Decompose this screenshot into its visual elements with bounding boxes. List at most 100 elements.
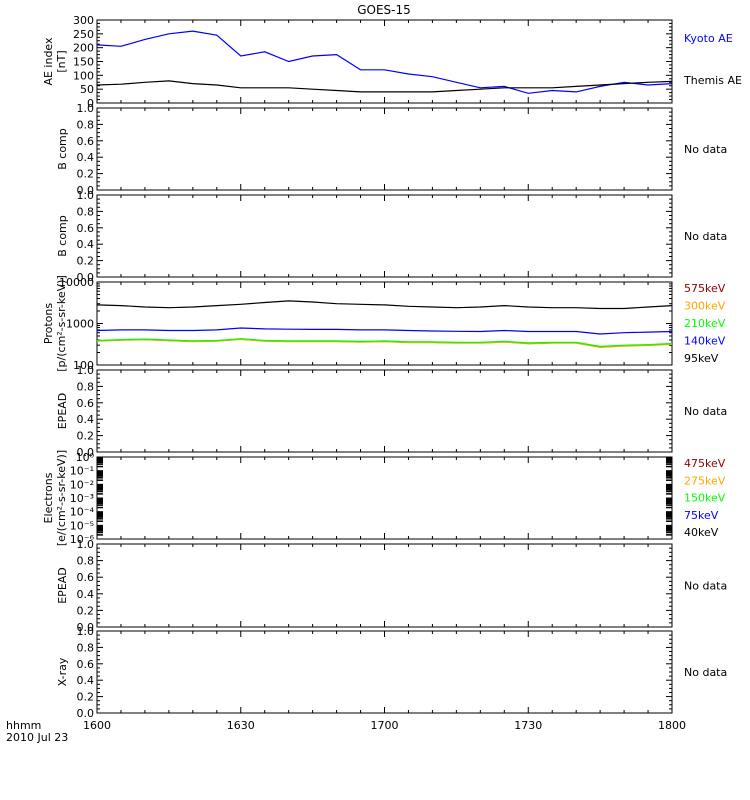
y-tick-label: 10000 <box>59 276 94 289</box>
y-tick-label: 100 <box>73 359 94 372</box>
y-tick-label: 0.8 <box>77 205 95 218</box>
panel-epead1: 0.0 0.2 0.4 0.6 0.8 1.0 EPEAD No data <box>56 364 727 459</box>
y-tick-label: 0.6 <box>77 397 95 410</box>
x-axis: 1600 1630 1700 1730 1800 <box>83 719 686 732</box>
y-tick-label: 0.0 <box>77 707 95 720</box>
y-axis-label: [p/(cm²-s-sr-keV)] <box>55 275 68 372</box>
y-tick-label: 0.4 <box>77 413 95 426</box>
y-tick-label: 0.6 <box>77 135 95 148</box>
y-axis-label: Electrons <box>42 472 55 523</box>
y-tick-label: 0.8 <box>77 641 95 654</box>
series-line-300kev <box>96 338 673 349</box>
y-tick-label: 0.0 <box>77 621 95 634</box>
no-data-label: No data <box>684 143 727 156</box>
y-tick-label: 100 <box>73 69 94 82</box>
panel-frame <box>96 281 673 366</box>
y-tick-label: 10⁻² <box>70 478 94 491</box>
y-tick-label: 1.0 <box>77 538 95 551</box>
x-tick-label: 1700 <box>371 719 399 732</box>
panel-frame <box>96 630 673 714</box>
legend-entry: Kyoto AE <box>684 32 733 45</box>
y-axis-label: [e/(cm²-s-sr-keV)] <box>55 450 68 546</box>
y-tick-label: 0.8 <box>77 555 95 568</box>
y-tick-label: 0.2 <box>77 168 95 181</box>
y-tick-label: 10⁻¹ <box>70 465 94 478</box>
series-line-themis-ae <box>96 80 673 93</box>
legend-entry: 75keV <box>684 509 719 522</box>
y-tick-label: 0.2 <box>77 430 95 443</box>
panel-bcomp2: 0.0 0.2 0.4 0.6 0.8 1.0 B comp No data <box>56 189 727 284</box>
legend-entry: 475keV <box>684 457 726 470</box>
y-axis-label: EPEAD <box>56 567 69 604</box>
series-line-95kev <box>96 300 673 310</box>
legend-entry: 275keV <box>684 474 726 487</box>
panel-xray: 0.0 0.2 0.4 0.6 0.8 1.0 X-ray No data <box>56 625 727 720</box>
y-tick-label: 200 <box>73 42 94 55</box>
y-tick-label: 0.2 <box>77 255 95 268</box>
series-line-210kev <box>96 338 673 348</box>
x-tick-label: 1800 <box>658 719 686 732</box>
series-line-140kev <box>96 327 673 335</box>
y-tick-label: 10⁻⁴ <box>70 506 95 519</box>
plot-title: GOES-15 <box>357 3 411 17</box>
series-line-kyoto-ae <box>96 30 673 94</box>
legend-entry: 150keV <box>684 492 726 505</box>
x-tick-label: 1630 <box>227 719 255 732</box>
y-axis-label: B comp <box>56 215 69 257</box>
x-axis-label-hhmm: hhmm <box>6 719 41 732</box>
y-tick-label: 0.6 <box>77 571 95 584</box>
x-tick-label: 1730 <box>514 719 542 732</box>
y-tick-label: 150 <box>73 56 94 69</box>
y-tick-label: 0.2 <box>77 604 95 617</box>
y-tick-label: 1.0 <box>77 364 95 377</box>
y-tick-label: 0.6 <box>77 658 95 671</box>
y-axis-label: AE index <box>42 37 55 86</box>
y-tick-label: 0.4 <box>77 151 95 164</box>
y-tick-label: 10⁻³ <box>70 492 94 505</box>
legend-entry: 300keV <box>684 300 726 313</box>
y-tick-label: 250 <box>73 28 94 41</box>
y-tick-label: 50 <box>80 83 94 96</box>
no-data-label: No data <box>684 666 727 679</box>
y-axis-label: B comp <box>56 128 69 170</box>
y-tick-label: 1000 <box>66 318 94 331</box>
no-data-label: No data <box>684 580 727 593</box>
y-tick-label: 10⁰ <box>76 451 95 464</box>
y-tick-label: 10⁻⁵ <box>70 519 94 532</box>
panel-bcomp1: 0.0 0.2 0.4 0.6 0.8 1.0 B comp No data <box>56 102 727 197</box>
panel-protons: 100 1000 10000 Protons [p/(cm²-s-sr-keV)] 575… <box>42 275 726 372</box>
y-tick-label: 1.0 <box>77 189 95 202</box>
no-data-label: No data <box>684 230 727 243</box>
panel-epead2: 0.0 0.2 0.4 0.6 0.8 1.0 EPEAD No data <box>56 538 727 634</box>
y-axis-label: Protons <box>42 303 55 344</box>
y-axis-label: X-ray <box>56 657 69 686</box>
no-data-label: No data <box>684 405 727 418</box>
legend-entry: 210keV <box>684 317 726 330</box>
x-tick-label: 1600 <box>83 719 111 732</box>
legend-entry: 95keV <box>684 352 719 365</box>
y-tick-label: 300 <box>73 14 94 27</box>
legend-entry: 140keV <box>684 335 726 348</box>
y-tick-label: 0.4 <box>77 588 95 601</box>
y-tick-label: 0 <box>87 97 94 110</box>
y-tick-label: 0.8 <box>77 118 95 131</box>
y-tick-label: 1.0 <box>77 625 95 638</box>
x-axis-label-date: 2010 Jul 23 <box>6 731 68 744</box>
panel-frame <box>96 456 673 540</box>
panel-frame <box>96 194 673 278</box>
panel-frame <box>96 543 673 628</box>
legend-entry: Themis AE <box>683 74 742 87</box>
y-tick-label: 0.4 <box>77 238 95 251</box>
panel-frame <box>96 369 673 453</box>
y-tick-label: 0.4 <box>77 674 95 687</box>
legend-entry: 40keV <box>684 526 719 539</box>
y-tick-label: 0.0 <box>77 184 95 197</box>
y-tick-label: 0.0 <box>77 446 95 459</box>
legend-entry: 575keV <box>684 282 726 295</box>
y-axis-label: EPEAD <box>56 393 69 430</box>
panel-frame <box>96 107 673 191</box>
